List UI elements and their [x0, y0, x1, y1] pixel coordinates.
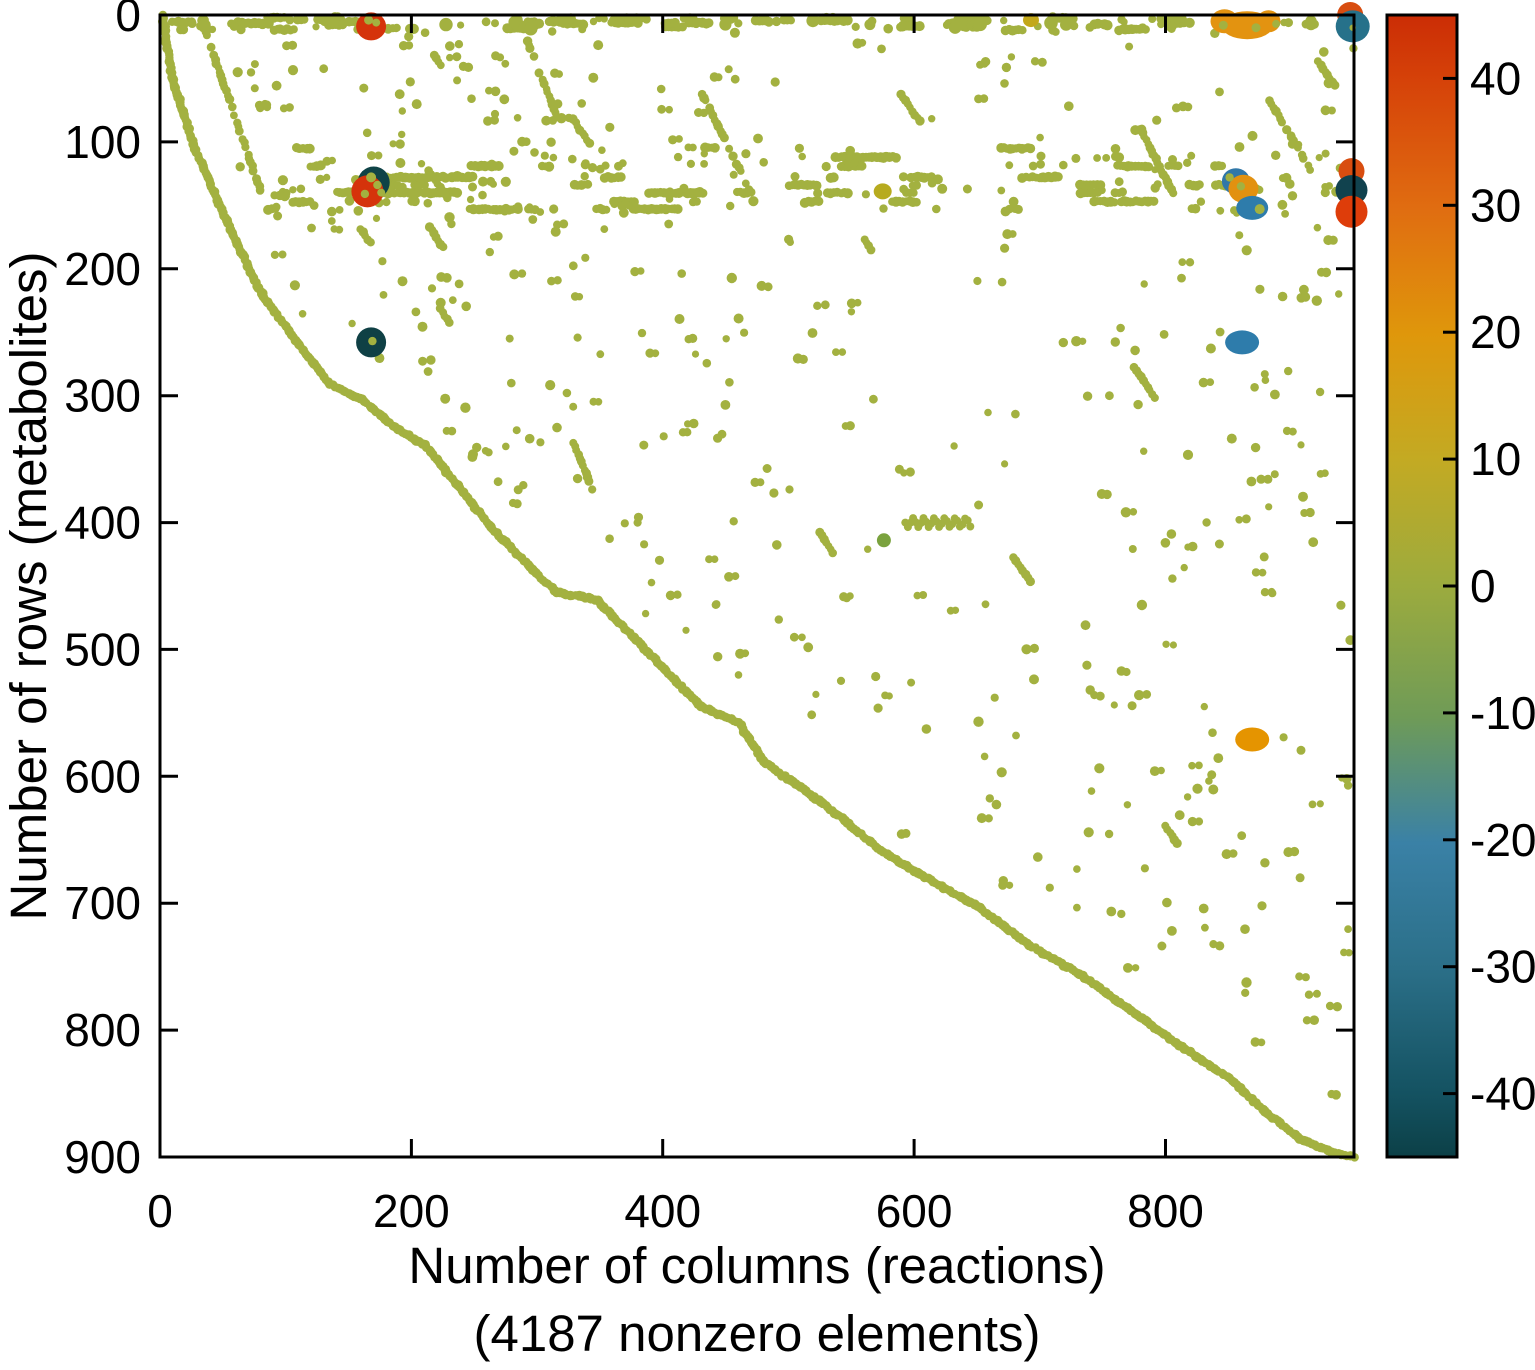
nonzero-dots-layer: [158, 10, 1359, 1162]
outlier-marker: [1335, 195, 1368, 228]
x-tick-label: 800: [1127, 1185, 1204, 1237]
y-tick-label: 500: [64, 623, 141, 675]
x-tick-label: 200: [373, 1185, 450, 1237]
y-tick-label: 400: [64, 497, 141, 549]
y-tick-label: 800: [64, 1004, 141, 1056]
colorbar-tick-label: 0: [1470, 560, 1496, 612]
y-axis-label: Number of rows (metabolites): [0, 251, 57, 921]
x-axis-note: (4187 nonzero elements): [473, 1305, 1041, 1362]
x-tick-label: 0: [147, 1185, 173, 1237]
y-tick-label: 600: [64, 750, 141, 802]
colorbar-tick-label: 10: [1470, 433, 1521, 485]
y-tick-label: 700: [64, 877, 141, 929]
y-tick-label: 100: [64, 116, 141, 168]
outlier-marker: [1235, 727, 1270, 752]
outlier-marker: [1335, 175, 1368, 206]
colorbar-tick-label: -30: [1470, 941, 1535, 993]
colorbar-tick-label: 20: [1470, 306, 1521, 358]
x-axis-label: Number of columns (reactions): [408, 1237, 1106, 1294]
outlier-marker: [876, 533, 891, 548]
colorbar-tick-label: 30: [1470, 179, 1521, 231]
colorbar-tick-label: -10: [1470, 687, 1535, 739]
y-tick-label: 300: [64, 370, 141, 422]
y-tick-label: 200: [64, 243, 141, 295]
outlier-marker: [1023, 13, 1039, 28]
colorbar-tick-label: -40: [1470, 1068, 1535, 1120]
colorbar-tick-label: -20: [1470, 814, 1535, 866]
outlier-marker: [873, 183, 892, 200]
plot-frame: 0 200 400 600 800 0 100 200 300 400 500 600 700 800 90…: [64, 0, 1356, 1237]
colorbar: 40 30 20 10 0 -10 -20 -30 -40: [1385, 13, 1535, 1159]
outlier-marker: [1225, 330, 1260, 355]
x-tick-label: 400: [624, 1185, 701, 1237]
plot-border: [158, 13, 1356, 1159]
colorbar-tick-label: 40: [1470, 52, 1521, 104]
outlier-markers-layer: [351, 2, 1370, 752]
y-tick-label: 900: [64, 1131, 141, 1183]
x-tick-label: 600: [876, 1185, 953, 1237]
y-tick-label: 0: [115, 0, 141, 41]
